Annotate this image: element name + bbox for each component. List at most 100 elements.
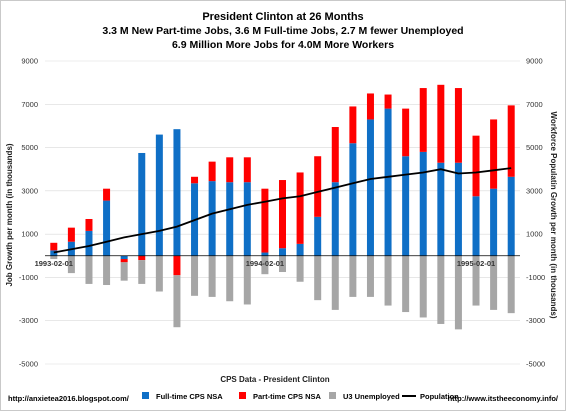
bar-full-time-cps-nsa: [243, 182, 251, 256]
bar-part-time-cps-nsa: [331, 127, 339, 183]
bar-full-time-cps-nsa: [331, 182, 339, 256]
bar-full-time-cps-nsa: [50, 250, 58, 256]
bar-part-time-cps-nsa: [402, 108, 410, 157]
bar-part-time-cps-nsa: [279, 180, 286, 249]
bars: [50, 84, 515, 330]
bar-part-time-cps-nsa: [384, 94, 392, 109]
bar-part-time-cps-nsa: [67, 227, 75, 242]
bar-u3-unemployed: [85, 255, 93, 284]
bar-full-time-cps-nsa: [120, 255, 128, 260]
y-tick-label-right: 1000: [526, 230, 543, 239]
bar-u3-unemployed: [103, 255, 111, 286]
date-labels: 1993-02-01 1994-02-01 1995-02-01: [35, 259, 496, 268]
bar-u3-unemployed: [402, 255, 410, 313]
bar-u3-unemployed: [454, 255, 462, 330]
legend-swatch: [239, 392, 246, 399]
bar-u3-unemployed: [226, 255, 234, 302]
bar-u3-unemployed: [243, 255, 251, 305]
bar-full-time-cps-nsa: [261, 252, 269, 256]
bar-full-time-cps-nsa: [419, 151, 427, 256]
bar-part-time-cps-nsa: [243, 157, 251, 183]
bar-full-time-cps-nsa: [314, 216, 322, 256]
bar-part-time-cps-nsa: [173, 255, 181, 276]
bar-u3-unemployed: [437, 255, 445, 324]
bar-u3-unemployed: [67, 255, 75, 274]
bar-full-time-cps-nsa: [384, 108, 392, 256]
y-tick-label-left: -1000: [19, 273, 38, 282]
bar-part-time-cps-nsa: [50, 242, 58, 251]
y-tick-label-right: -1000: [526, 273, 545, 282]
legend-swatch: [142, 392, 149, 399]
y-tick-label-right: -3000: [526, 316, 545, 325]
bar-full-time-cps-nsa: [349, 143, 357, 256]
population-line: [53, 167, 512, 254]
bar-full-time-cps-nsa: [472, 196, 480, 256]
bar-part-time-cps-nsa: [138, 255, 146, 261]
bar-u3-unemployed: [314, 255, 322, 301]
bar-full-time-cps-nsa: [173, 129, 181, 256]
bar-u3-unemployed: [138, 260, 146, 284]
bar-u3-unemployed: [50, 255, 58, 260]
right-y-axis-label: Workforce Populatin Growth per month (in…: [549, 112, 558, 319]
bar-full-time-cps-nsa: [138, 152, 146, 256]
chart-title-line-3: 6.9 Million More Jobs for 4.0M More Work…: [172, 39, 394, 51]
left-y-axis-ticks: 9000 7000 5000 3000 1000 -1000 -3000 -5000: [19, 57, 38, 369]
y-tick-label-right: 9000: [526, 57, 543, 66]
bar-part-time-cps-nsa: [314, 156, 322, 217]
x-date-label: 1993-02-01: [35, 259, 73, 268]
y-tick-label-left: 1000: [21, 230, 38, 239]
bar-u3-unemployed: [208, 255, 216, 297]
bar-part-time-cps-nsa: [437, 84, 445, 163]
bar-full-time-cps-nsa: [437, 162, 445, 256]
bar-full-time-cps-nsa: [454, 162, 462, 256]
bar-u3-unemployed: [331, 255, 339, 310]
population-series-line: [53, 167, 512, 254]
y-tick-label-right: 3000: [526, 186, 543, 195]
bar-part-time-cps-nsa: [490, 119, 498, 189]
y-tick-label-right: -5000: [526, 360, 545, 369]
right-y-axis-ticks: 9000 7000 5000 3000 1000 -1000 -3000 -5000: [526, 57, 545, 369]
legend-label: Full-time CPS NSA: [156, 392, 223, 401]
legend-label: U3 Unemployed: [343, 392, 400, 401]
y-tick-label-left: -3000: [19, 316, 38, 325]
footer-left-url[interactable]: http://anxietea2016.blogspot.com/: [8, 394, 130, 403]
bar-part-time-cps-nsa: [226, 157, 234, 183]
y-tick-label-right: 7000: [526, 100, 543, 109]
x-date-label: 1995-02-01: [457, 259, 495, 268]
bar-full-time-cps-nsa: [296, 243, 304, 256]
legend-label: Population: [420, 392, 459, 401]
bar-part-time-cps-nsa: [419, 88, 427, 152]
bar-full-time-cps-nsa: [279, 248, 286, 256]
bar-part-time-cps-nsa: [349, 106, 357, 144]
bar-part-time-cps-nsa: [507, 105, 515, 177]
bar-part-time-cps-nsa: [366, 93, 374, 120]
bar-u3-unemployed: [472, 255, 480, 306]
bar-part-time-cps-nsa: [454, 88, 462, 163]
y-tick-label-left: 3000: [21, 186, 38, 195]
bar-full-time-cps-nsa: [85, 230, 93, 256]
bar-full-time-cps-nsa: [208, 181, 216, 256]
y-tick-label-left: 9000: [21, 57, 38, 66]
y-tick-label-right: 5000: [526, 143, 543, 152]
bar-u3-unemployed: [349, 255, 357, 297]
legend-label: Part-time CPS NSA: [253, 392, 322, 401]
bar-u3-unemployed: [261, 255, 269, 275]
y-tick-label-left: 7000: [21, 100, 38, 109]
left-y-axis-label: Job Growth per month (in thousands): [5, 143, 14, 286]
bar-part-time-cps-nsa: [296, 172, 304, 244]
bar-full-time-cps-nsa: [103, 200, 111, 256]
bar-u3-unemployed: [366, 255, 374, 297]
bar-u3-unemployed: [173, 275, 181, 328]
bar-u3-unemployed: [419, 255, 427, 318]
bar-part-time-cps-nsa: [208, 161, 216, 182]
y-tick-label-left: 5000: [21, 143, 38, 152]
legend: Full-time CPS NSA Part-time CPS NSA U3 Une…: [142, 392, 459, 401]
bar-full-time-cps-nsa: [366, 119, 374, 256]
legend-swatch: [329, 392, 336, 399]
bar-u3-unemployed: [507, 255, 515, 314]
x-date-label: 1994-02-01: [246, 259, 284, 268]
x-axis-label: CPS Data - President Clinton: [220, 375, 329, 384]
footer-right-url[interactable]: http://www.itstheeconomy.info/: [448, 394, 559, 403]
bar-full-time-cps-nsa: [507, 176, 515, 256]
